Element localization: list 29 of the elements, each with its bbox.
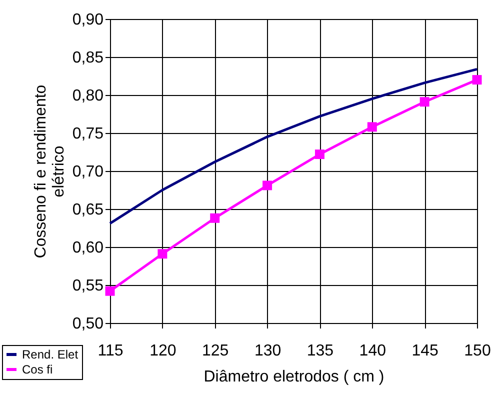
point: [158, 249, 168, 259]
x-tick-label: 135: [306, 342, 334, 360]
y-tick-label: 0,90: [72, 12, 104, 28]
y-tick-label: 0,75: [72, 126, 104, 142]
x-tick-label: 145: [412, 342, 439, 360]
point: [472, 75, 482, 85]
x-tick-label: 115: [98, 342, 124, 360]
point: [367, 122, 377, 132]
legend-label: Cos fi: [22, 362, 53, 376]
line-series: [108, 68, 478, 225]
point: [210, 213, 220, 223]
x-tick-label: 140: [359, 342, 386, 360]
x-axis-title: Diâmetro eletrodos ( cm ): [204, 368, 384, 386]
x-tick-label: 125: [202, 342, 229, 360]
y-tick-label: 0,60: [72, 240, 104, 256]
x-tick-label: 130: [254, 342, 282, 360]
y-tick-label: 0,70: [72, 164, 104, 180]
y-tick-label: 0,55: [72, 278, 104, 294]
x-tick-label: 150: [464, 342, 491, 360]
y-tick-label: 0,65: [72, 202, 104, 218]
x-tick-label: 120: [150, 342, 176, 360]
y-tick-label: 0,85: [72, 50, 104, 66]
legend-label: Rend. Elet: [22, 348, 79, 362]
point: [262, 180, 272, 190]
point: [314, 150, 324, 160]
y-tick-label: 0,80: [72, 88, 104, 104]
point: [420, 97, 430, 107]
y-tick-label: 0,50: [72, 316, 104, 332]
y-axis-title: Cosseno fi e rendimento elétrico: [32, 84, 68, 258]
